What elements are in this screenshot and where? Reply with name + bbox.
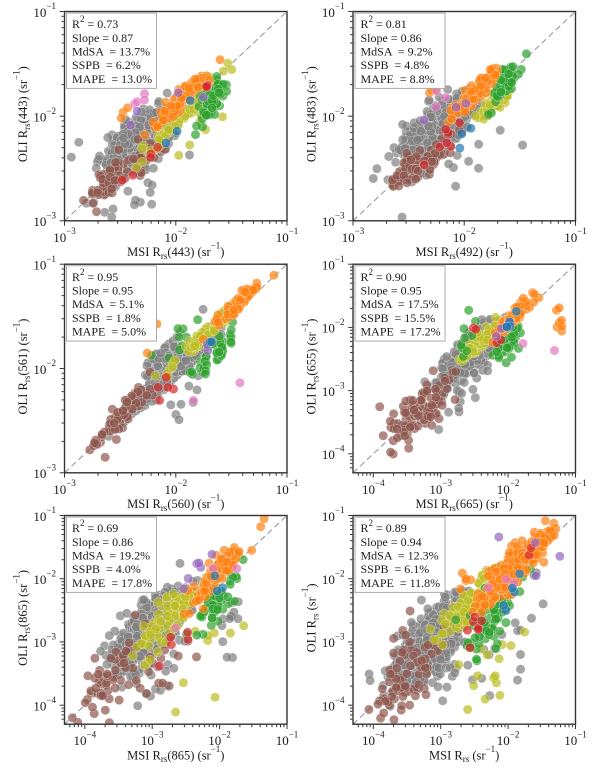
svg-text:MdSA = 13.7%: MdSA = 13.7% — [72, 45, 150, 59]
svg-text:SSPB = 4.0%: SSPB = 4.0% — [72, 562, 141, 576]
svg-text:MAPE = 8.8%: MAPE = 8.8% — [361, 72, 435, 86]
svg-text:Slope = 0.87: Slope = 0.87 — [72, 31, 133, 45]
svg-text:MSI Rrs(443) (sr−1): MSI Rrs(443) (sr−1) — [127, 241, 224, 261]
svg-text:OLI Rrs(443) (sr−1): OLI Rrs(443) (sr−1) — [12, 66, 32, 162]
svg-text:Slope = 0.86: Slope = 0.86 — [361, 31, 422, 45]
svg-text:OLI Rrs(865) (sr−1): OLI Rrs(865) (sr−1) — [12, 570, 32, 666]
svg-text:MdSA = 9.2%: MdSA = 9.2% — [361, 45, 433, 59]
svg-text:SSPB = 6.2%: SSPB = 6.2% — [72, 58, 141, 72]
svg-text:MAPE = 17.8%: MAPE = 17.8% — [72, 576, 152, 590]
svg-text:Slope = 0.95: Slope = 0.95 — [72, 284, 133, 298]
svg-text:Slope = 0.95: Slope = 0.95 — [361, 284, 422, 298]
svg-text:OLI Rrs(483) (sr−1): OLI Rrs(483) (sr−1) — [300, 66, 320, 162]
svg-text:Slope = 0.86: Slope = 0.86 — [72, 535, 133, 549]
svg-text:MAPE = 13.0%: MAPE = 13.0% — [72, 72, 152, 86]
svg-text:MSI Rrs(865) (sr−1): MSI Rrs(865) (sr−1) — [127, 744, 224, 764]
svg-text:MSI Rrs(560) (sr−1): MSI Rrs(560) (sr−1) — [127, 493, 224, 513]
svg-text:R2 = 0.81: R2 = 0.81 — [361, 14, 407, 31]
svg-text:MdSA = 17.5%: MdSA = 17.5% — [361, 297, 439, 311]
svg-text:SSPB = 1.8%: SSPB = 1.8% — [72, 311, 141, 325]
svg-text:MAPE = 5.0%: MAPE = 5.0% — [72, 325, 146, 339]
svg-text:SSPB = 15.5%: SSPB = 15.5% — [361, 311, 436, 325]
svg-text:R2 = 0.69: R2 = 0.69 — [72, 518, 118, 535]
svg-text:R2 = 0.73: R2 = 0.73 — [72, 14, 118, 31]
svg-text:OLI Rrs(561) (sr−1): OLI Rrs(561) (sr−1) — [12, 319, 32, 415]
svg-text:MAPE = 17.2%: MAPE = 17.2% — [361, 325, 441, 339]
svg-text:MSI Rrs(492) (sr−1): MSI Rrs(492) (sr−1) — [416, 241, 513, 261]
svg-text:MdSA = 5.1%: MdSA = 5.1% — [72, 297, 144, 311]
svg-text:OLI Rrs(655) (sr−1): OLI Rrs(655) (sr−1) — [300, 319, 320, 415]
svg-text:SSPB = 4.8%: SSPB = 4.8% — [361, 58, 430, 72]
svg-text:MdSA = 19.2%: MdSA = 19.2% — [72, 549, 150, 563]
svg-text:R2 = 0.90: R2 = 0.90 — [361, 267, 407, 284]
svg-text:R2 = 0.95: R2 = 0.95 — [72, 267, 118, 284]
svg-text:MSI Rrs(665) (sr−1): MSI Rrs(665) (sr−1) — [416, 493, 513, 513]
